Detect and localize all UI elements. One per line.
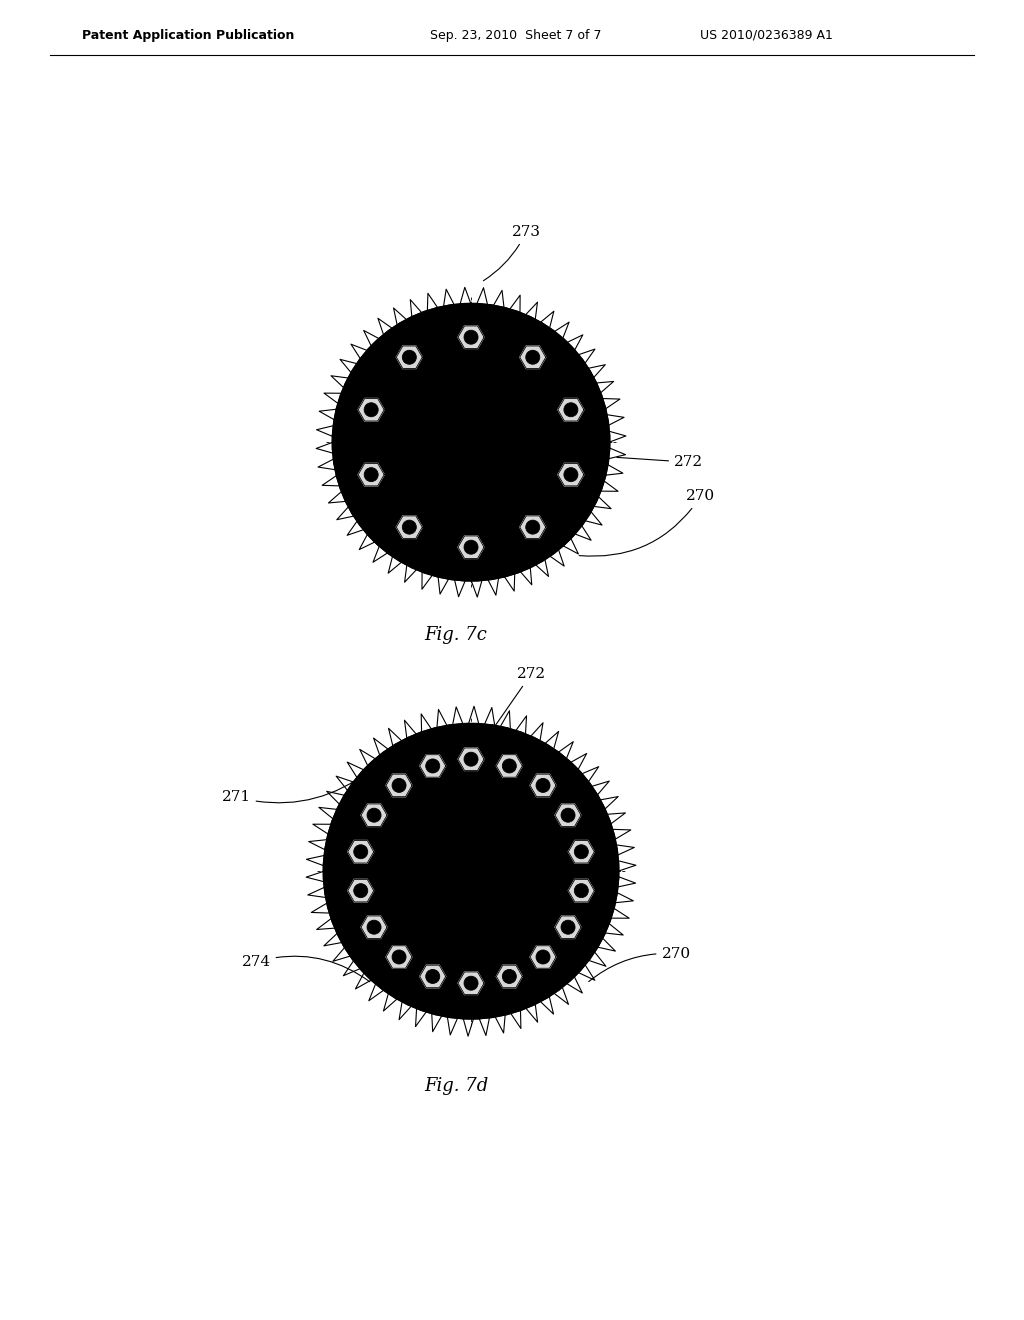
Circle shape (464, 977, 478, 990)
Polygon shape (386, 774, 412, 797)
Circle shape (564, 467, 578, 482)
Text: 272: 272 (616, 455, 703, 469)
Polygon shape (386, 945, 412, 969)
Polygon shape (361, 804, 387, 826)
Polygon shape (555, 804, 581, 826)
Text: US 2010/0236389 A1: US 2010/0236389 A1 (700, 29, 833, 41)
Circle shape (383, 354, 559, 531)
Text: Sep. 23, 2010  Sheet 7 of 7: Sep. 23, 2010 Sheet 7 of 7 (430, 29, 601, 41)
Circle shape (561, 808, 575, 822)
Circle shape (377, 777, 565, 965)
Circle shape (414, 385, 528, 499)
Polygon shape (568, 879, 594, 902)
Circle shape (333, 304, 609, 581)
Circle shape (564, 403, 578, 417)
Circle shape (324, 725, 618, 1018)
Text: Fig. 7d: Fig. 7d (424, 1077, 488, 1096)
Circle shape (367, 808, 381, 822)
Polygon shape (458, 972, 484, 994)
Polygon shape (558, 399, 584, 421)
Circle shape (353, 883, 368, 898)
Polygon shape (530, 945, 556, 969)
Text: 272: 272 (487, 667, 546, 737)
Circle shape (353, 845, 368, 859)
Circle shape (574, 845, 589, 859)
Circle shape (392, 950, 407, 964)
Polygon shape (497, 755, 522, 777)
Polygon shape (396, 516, 422, 539)
Circle shape (536, 779, 550, 792)
Circle shape (561, 920, 575, 935)
Polygon shape (520, 346, 546, 368)
Circle shape (503, 969, 516, 983)
Polygon shape (348, 841, 374, 863)
Text: 270: 270 (580, 490, 715, 556)
Polygon shape (458, 748, 484, 771)
Circle shape (392, 779, 407, 792)
Polygon shape (458, 536, 484, 558)
Text: Patent Application Publication: Patent Application Publication (82, 29, 294, 41)
Text: 271: 271 (221, 771, 370, 804)
Polygon shape (348, 879, 374, 902)
Circle shape (525, 520, 540, 535)
Polygon shape (568, 841, 594, 863)
Polygon shape (497, 965, 522, 987)
Circle shape (426, 969, 439, 983)
Text: Fig. 7c: Fig. 7c (425, 626, 487, 644)
Text: 270: 270 (589, 946, 690, 982)
Circle shape (536, 950, 550, 964)
Polygon shape (361, 916, 387, 939)
Polygon shape (558, 463, 584, 486)
Polygon shape (358, 399, 384, 421)
Circle shape (411, 812, 531, 931)
Text: 274: 274 (242, 954, 370, 982)
Circle shape (365, 403, 378, 417)
Circle shape (464, 330, 478, 345)
Circle shape (464, 540, 478, 554)
Text: 273: 273 (483, 226, 541, 281)
Polygon shape (358, 463, 384, 486)
Polygon shape (458, 326, 484, 348)
Polygon shape (520, 516, 546, 539)
Polygon shape (530, 774, 556, 797)
Circle shape (402, 350, 417, 364)
Polygon shape (420, 965, 445, 987)
Polygon shape (396, 346, 422, 368)
Circle shape (426, 759, 439, 774)
Circle shape (464, 752, 478, 766)
Circle shape (365, 467, 378, 482)
Circle shape (402, 520, 417, 535)
Circle shape (525, 350, 540, 364)
Circle shape (367, 920, 381, 935)
Polygon shape (420, 755, 445, 777)
Circle shape (503, 759, 516, 774)
Polygon shape (555, 916, 581, 939)
Circle shape (574, 883, 589, 898)
